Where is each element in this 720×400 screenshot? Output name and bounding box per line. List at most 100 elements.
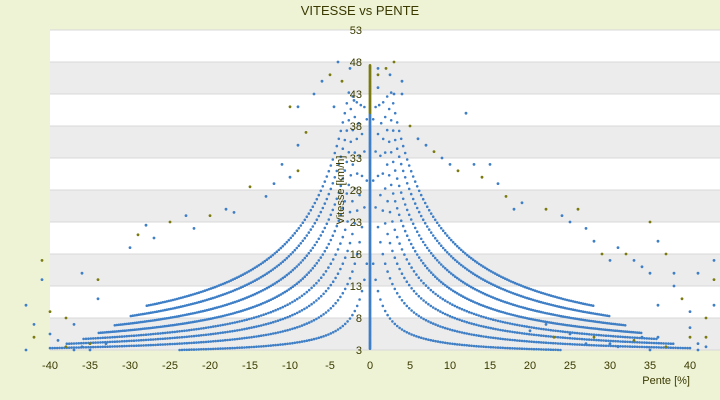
data-point — [231, 301, 235, 305]
data-point — [575, 325, 579, 328]
data-point — [635, 345, 639, 349]
data-point — [523, 296, 527, 299]
data-point — [300, 294, 304, 298]
data-point — [465, 320, 469, 324]
data-point — [451, 328, 454, 332]
data-point — [503, 329, 507, 333]
data-point — [453, 290, 457, 294]
data-point — [345, 192, 349, 195]
data-point — [495, 273, 499, 277]
data-point — [441, 282, 445, 286]
y-tick-label: 3 — [356, 345, 362, 357]
data-point — [121, 323, 125, 326]
data-point — [147, 319, 151, 323]
data-point — [434, 307, 437, 311]
data-point — [412, 334, 416, 337]
data-point — [347, 119, 351, 122]
data-point — [493, 297, 497, 300]
data-point — [131, 328, 135, 332]
data-point — [267, 344, 270, 348]
data-point — [157, 325, 161, 329]
data-point — [427, 320, 430, 323]
data-point — [276, 343, 280, 347]
data-point — [331, 234, 335, 237]
data-point — [353, 262, 357, 266]
data-point — [571, 331, 574, 334]
data-point — [597, 333, 601, 337]
data-point — [214, 339, 217, 343]
data-point — [351, 95, 355, 98]
data-point — [509, 313, 513, 316]
data-point — [555, 305, 559, 308]
data-point — [319, 335, 323, 339]
data-point — [319, 314, 323, 318]
data-point — [153, 302, 157, 306]
data-point — [381, 137, 385, 141]
data-point — [451, 240, 455, 244]
data-point — [169, 307, 173, 311]
data-point — [605, 321, 609, 325]
data-point — [235, 276, 239, 280]
data-point — [293, 267, 297, 270]
data-point — [312, 301, 316, 304]
data-point — [467, 310, 471, 314]
data-point — [506, 338, 509, 341]
data-point — [271, 320, 275, 324]
data-point — [559, 336, 562, 339]
data-point — [67, 346, 71, 350]
data-point — [288, 314, 292, 318]
data-point — [253, 305, 257, 308]
data-point — [192, 328, 196, 331]
data-point — [475, 261, 479, 264]
data-point — [446, 313, 449, 317]
data-point — [192, 341, 196, 345]
data-point — [235, 320, 239, 324]
data-point — [108, 336, 112, 339]
data-point — [351, 232, 354, 236]
data-point — [549, 341, 553, 345]
data-point — [467, 255, 471, 258]
data-point — [463, 320, 466, 323]
data-point — [348, 210, 352, 214]
data-point — [235, 346, 239, 350]
data-point — [650, 337, 653, 341]
data-point — [489, 282, 493, 286]
data-point — [48, 346, 52, 350]
data-point — [525, 307, 529, 311]
data-point — [214, 347, 217, 351]
data-point — [348, 277, 352, 280]
data-point — [566, 342, 569, 346]
data-point — [388, 241, 392, 245]
data-point — [329, 238, 333, 242]
data-point — [405, 280, 409, 284]
y-tick-label: 38 — [350, 121, 362, 133]
data-point — [527, 332, 531, 336]
data-point — [205, 298, 209, 302]
data-point — [247, 326, 251, 330]
data-point — [299, 279, 303, 282]
data-point — [197, 310, 201, 314]
data-point — [40, 259, 44, 262]
data-point — [555, 314, 559, 317]
data-point — [605, 314, 609, 318]
data-point — [556, 335, 560, 339]
data-point — [147, 326, 151, 330]
data-point — [467, 321, 471, 325]
data-point — [497, 298, 501, 302]
data-point — [263, 301, 267, 304]
data-point — [259, 262, 263, 266]
data-point — [341, 262, 345, 266]
x-tick-label: -40 — [42, 360, 58, 372]
data-point — [451, 342, 454, 346]
data-point — [475, 313, 478, 317]
data-point — [491, 296, 495, 299]
data-point — [461, 265, 465, 268]
x-axis-title: Pente [%] — [642, 375, 690, 387]
data-point — [255, 304, 259, 308]
data-point — [213, 316, 217, 320]
data-point — [398, 295, 401, 299]
data-point — [543, 320, 547, 324]
data-point — [293, 248, 297, 252]
data-point — [565, 307, 569, 310]
data-point — [445, 268, 449, 272]
